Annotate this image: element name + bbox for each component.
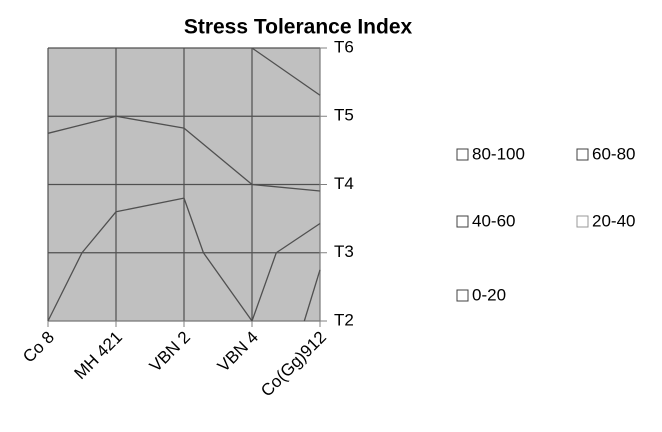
y-tick-label: T4 — [334, 174, 354, 193]
contour-line — [47, 115, 117, 134]
legend-swatch — [576, 148, 589, 161]
legend-swatch — [456, 148, 469, 161]
x-tick-label: MH 421 — [70, 328, 126, 384]
contour-line — [183, 197, 205, 253]
x-tick-label: Co(Gg)912 — [257, 328, 330, 401]
x-tick-label: VBN 4 — [214, 328, 262, 376]
contour-line — [47, 252, 83, 322]
chart-title: Stress Tolerance Index — [184, 16, 413, 39]
legend-label: 40-60 — [472, 211, 515, 230]
contour-line — [183, 127, 253, 186]
contour-line — [115, 115, 185, 129]
contour-line — [81, 211, 117, 254]
contour-line — [303, 269, 321, 322]
x-tick-label: VBN 2 — [146, 328, 194, 376]
x-tick-label: Co 8 — [19, 328, 58, 367]
legend-label: 0-20 — [472, 285, 506, 304]
contour-line — [115, 197, 185, 213]
contour-line — [251, 183, 321, 192]
legend-label: 80-100 — [472, 144, 525, 163]
contour-line — [251, 252, 277, 322]
legend-swatch — [576, 215, 589, 228]
contour-line — [275, 222, 321, 254]
legend-label: 20-40 — [592, 211, 635, 230]
legend-swatch — [456, 289, 469, 302]
contour-line — [251, 47, 321, 96]
y-tick-label: T6 — [334, 37, 354, 56]
y-tick-label: T2 — [334, 310, 354, 329]
legend-swatch — [456, 215, 469, 228]
y-tick-label: T3 — [334, 242, 354, 261]
legend-label: 60-80 — [592, 144, 635, 163]
y-tick-label: T5 — [334, 106, 354, 125]
contour-line — [202, 252, 253, 322]
